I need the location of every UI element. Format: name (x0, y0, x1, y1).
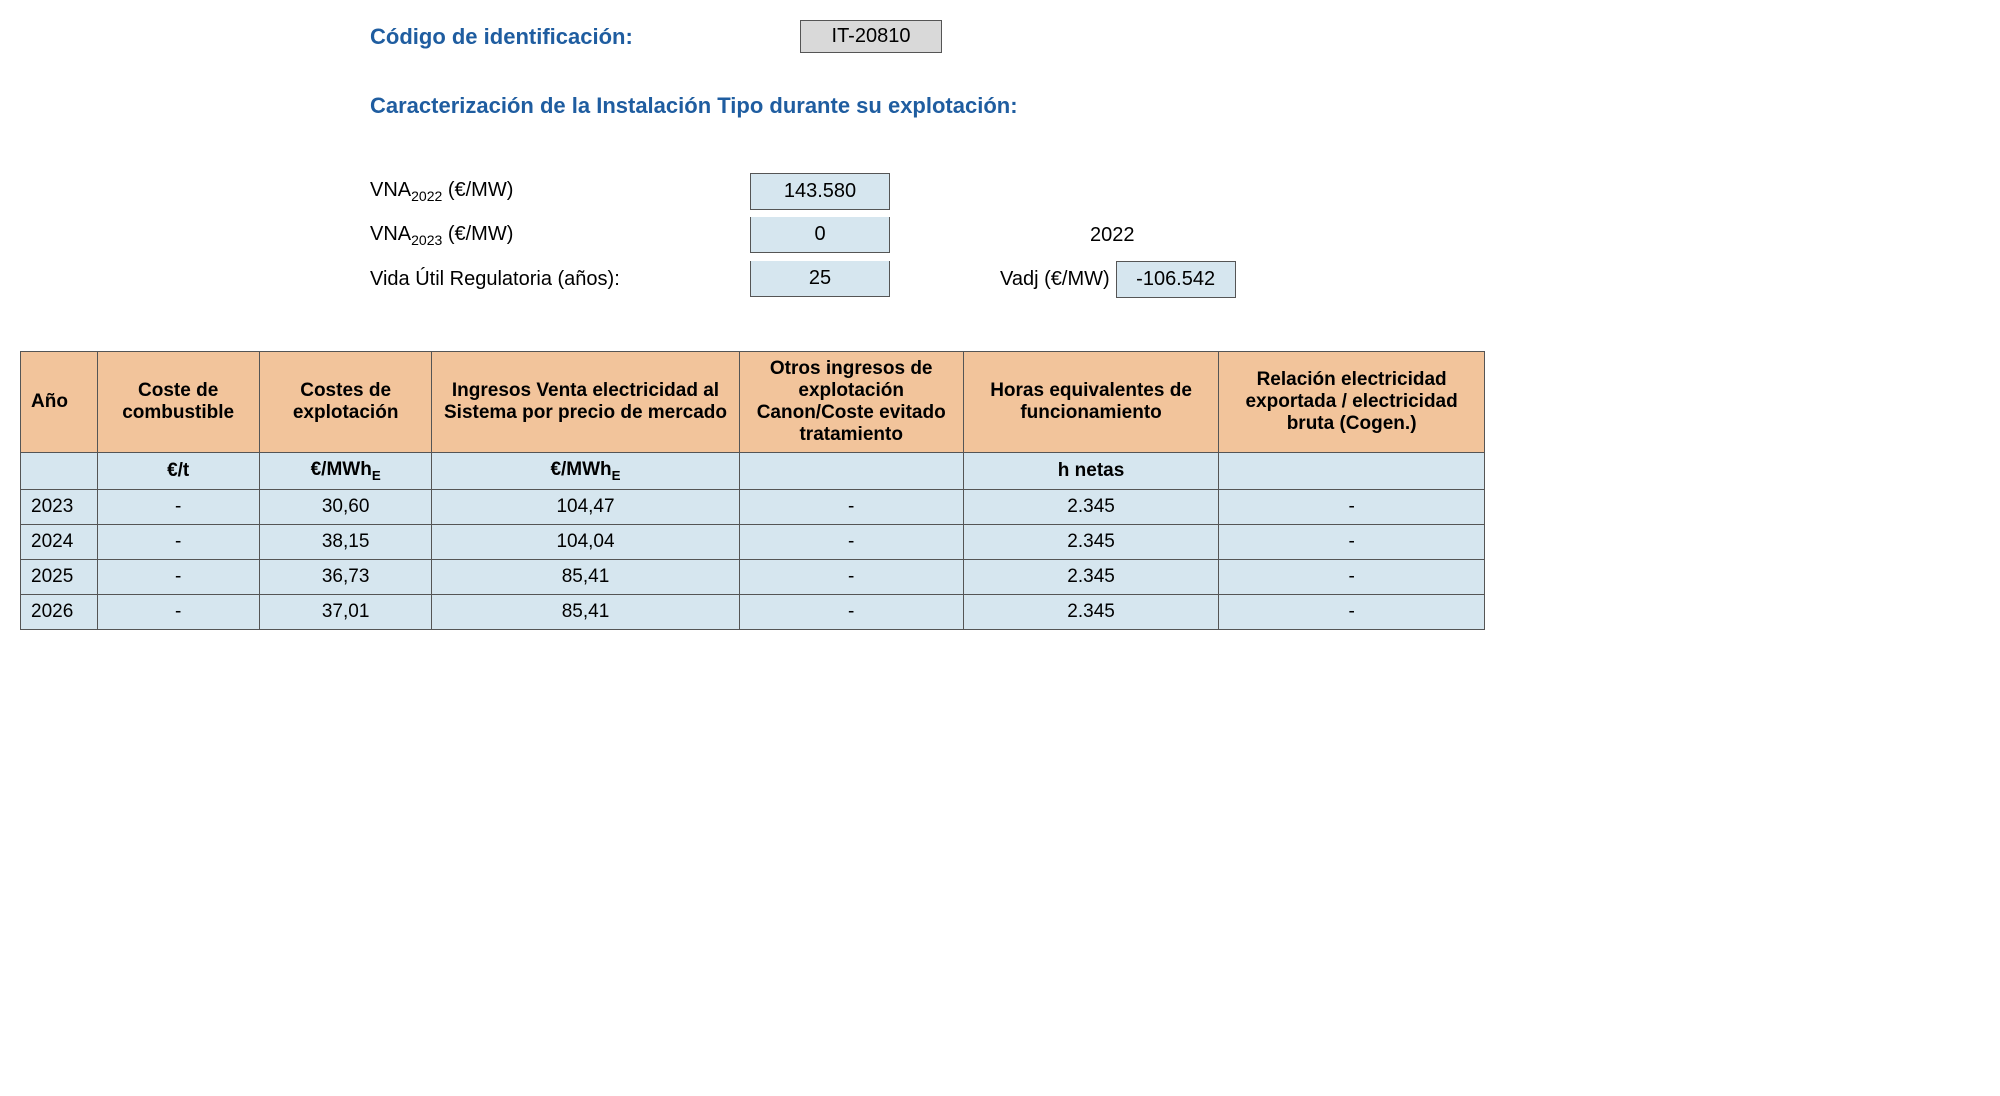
vna2022-value: 143.580 (750, 173, 890, 210)
table-row: 2025 - 36,73 85,41 - 2.345 - (21, 559, 1485, 594)
cell: - (1219, 594, 1485, 629)
vadj-value: -106.542 (1116, 261, 1236, 298)
id-value-box: IT-20810 (800, 20, 942, 53)
unit-income: €/MWhE (432, 453, 739, 490)
data-table: Año Coste de combustible Costes de explo… (20, 351, 1485, 630)
cell: - (97, 489, 259, 524)
table-units-row: €/t €/MWhE €/MWhE h netas (21, 453, 1485, 490)
unit-other (739, 453, 963, 490)
unit-year (21, 453, 98, 490)
unit-hours: h netas (963, 453, 1218, 490)
cell: - (739, 489, 963, 524)
table-row: 2023 - 30,60 104,47 - 2.345 - (21, 489, 1485, 524)
cell: 104,47 (432, 489, 739, 524)
cell-year: 2023 (21, 489, 98, 524)
cell: 2.345 (963, 524, 1218, 559)
col-fuel-header: Coste de combustible (97, 352, 259, 453)
year-ref: 2022 (1090, 224, 1135, 247)
cell: - (97, 524, 259, 559)
cell: - (739, 559, 963, 594)
cell: - (1219, 489, 1485, 524)
id-label: Código de identificación: (370, 24, 800, 50)
col-income-header: Ingresos Venta electricidad al Sistema p… (432, 352, 739, 453)
cell: - (739, 524, 963, 559)
vna2023-label: VNA2023 (€/MW) (370, 223, 750, 248)
col-ratio-header: Relación electricidad exportada / electr… (1219, 352, 1485, 453)
col-other-income-header: Otros ingresos de explotación Canon/Cost… (739, 352, 963, 453)
cell: 2.345 (963, 559, 1218, 594)
cell: 104,04 (432, 524, 739, 559)
cell: 36,73 (259, 559, 432, 594)
cell: 30,60 (259, 489, 432, 524)
cell: - (97, 594, 259, 629)
vna2022-label: VNA2022 (€/MW) (370, 179, 750, 204)
unit-fuel: €/t (97, 453, 259, 490)
table-row: 2024 - 38,15 104,04 - 2.345 - (21, 524, 1485, 559)
cell-year: 2024 (21, 524, 98, 559)
unit-opex: €/MWhE (259, 453, 432, 490)
vida-label: Vida Útil Regulatoria (años): (370, 268, 750, 291)
section-title: Caracterización de la Instalación Tipo d… (370, 93, 1980, 119)
col-year-header: Año (21, 352, 98, 453)
cell: 38,15 (259, 524, 432, 559)
vadj-label: Vadj (€/MW) (1000, 268, 1110, 291)
vna2023-value: 0 (750, 217, 890, 253)
table-header-row: Año Coste de combustible Costes de explo… (21, 352, 1485, 453)
cell: 2.345 (963, 489, 1218, 524)
unit-ratio (1219, 453, 1485, 490)
vida-value: 25 (750, 261, 890, 297)
cell: 85,41 (432, 594, 739, 629)
col-hours-header: Horas equivalentes de funcionamiento (963, 352, 1218, 453)
cell: - (1219, 524, 1485, 559)
cell: 37,01 (259, 594, 432, 629)
cell-year: 2025 (21, 559, 98, 594)
cell: - (739, 594, 963, 629)
cell: 2.345 (963, 594, 1218, 629)
cell-year: 2026 (21, 594, 98, 629)
table-row: 2026 - 37,01 85,41 - 2.345 - (21, 594, 1485, 629)
cell: 85,41 (432, 559, 739, 594)
cell: - (1219, 559, 1485, 594)
params-block: VNA2022 (€/MW) 143.580 VNA2023 (€/MW) 0 … (370, 169, 1980, 301)
col-opex-header: Costes de explotación (259, 352, 432, 453)
cell: - (97, 559, 259, 594)
